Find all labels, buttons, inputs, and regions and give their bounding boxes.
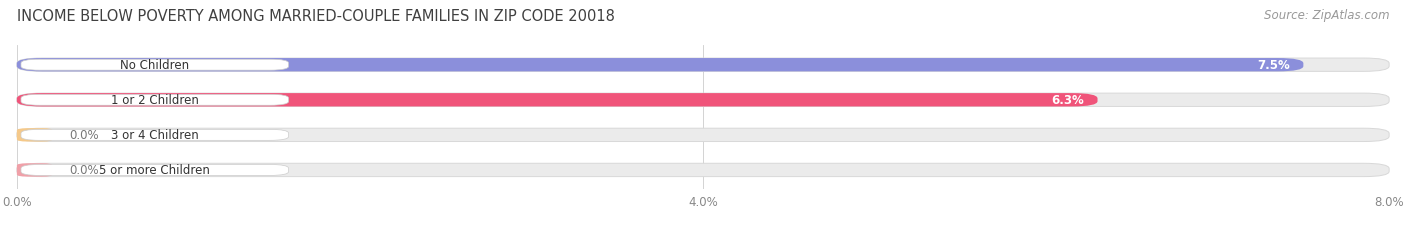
FancyBboxPatch shape [17, 164, 52, 177]
Text: 3 or 4 Children: 3 or 4 Children [111, 129, 198, 142]
FancyBboxPatch shape [21, 95, 288, 106]
FancyBboxPatch shape [21, 130, 288, 141]
Text: 1 or 2 Children: 1 or 2 Children [111, 94, 198, 107]
FancyBboxPatch shape [17, 59, 1303, 72]
FancyBboxPatch shape [17, 94, 1098, 107]
FancyBboxPatch shape [21, 165, 288, 176]
Text: 7.5%: 7.5% [1257, 59, 1289, 72]
FancyBboxPatch shape [17, 164, 1389, 177]
FancyBboxPatch shape [17, 129, 52, 142]
FancyBboxPatch shape [17, 129, 1389, 142]
Text: No Children: No Children [121, 59, 190, 72]
FancyBboxPatch shape [21, 60, 288, 71]
Text: 0.0%: 0.0% [69, 164, 98, 177]
FancyBboxPatch shape [17, 94, 1389, 107]
Text: 5 or more Children: 5 or more Children [100, 164, 211, 177]
Text: 0.0%: 0.0% [69, 129, 98, 142]
Text: Source: ZipAtlas.com: Source: ZipAtlas.com [1264, 9, 1389, 22]
Text: INCOME BELOW POVERTY AMONG MARRIED-COUPLE FAMILIES IN ZIP CODE 20018: INCOME BELOW POVERTY AMONG MARRIED-COUPL… [17, 9, 614, 24]
Text: 6.3%: 6.3% [1052, 94, 1084, 107]
FancyBboxPatch shape [17, 59, 1389, 72]
